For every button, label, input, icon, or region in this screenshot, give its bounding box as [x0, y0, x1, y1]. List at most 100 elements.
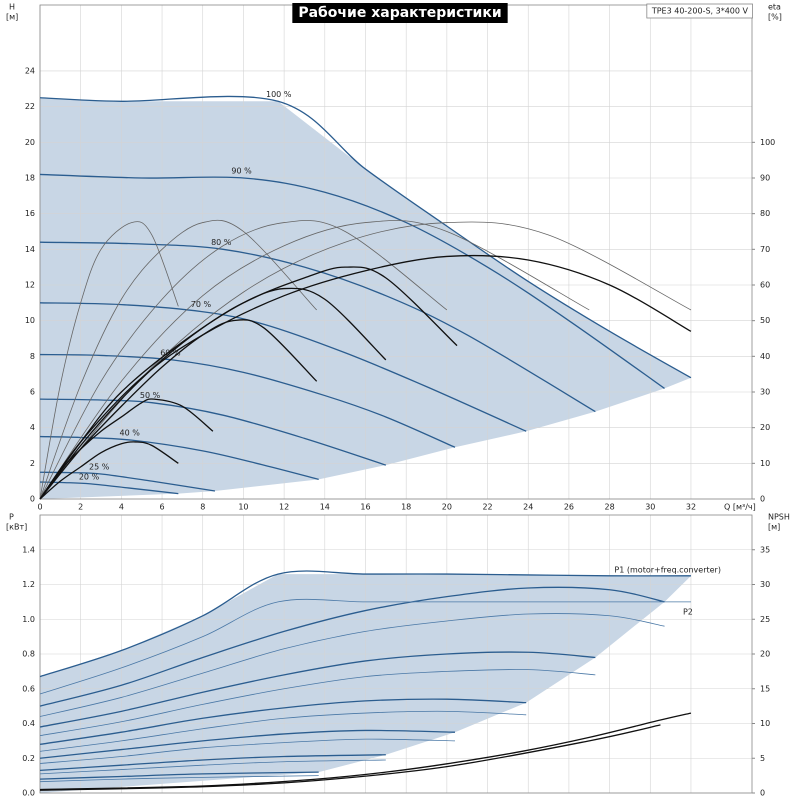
secondary-curve: [39, 724, 661, 791]
y2-tick-label: 25: [760, 615, 770, 624]
secondary-curve: [39, 219, 317, 500]
y-tick-label: 2: [30, 459, 35, 468]
secondary-curve: [39, 266, 458, 500]
curve: [39, 398, 387, 466]
curve: [39, 651, 596, 728]
curve: [39, 95, 692, 379]
y-tick-label: 18: [25, 173, 35, 182]
y-tick-label: 6: [30, 387, 35, 396]
y-tick-label: 0: [30, 495, 35, 504]
y2-tick-label: 35: [760, 545, 770, 554]
x-tick-label: 14: [320, 503, 330, 512]
y2-tick-label: 40: [760, 352, 770, 361]
x-axis-label: Q [м³/ч]: [724, 503, 756, 512]
curve: [39, 435, 319, 481]
curve: [39, 710, 527, 752]
curve: [39, 775, 319, 783]
curve: [39, 173, 665, 389]
x-tick-label: 28: [605, 503, 615, 512]
secondary-curve: [39, 441, 179, 500]
x-tick-label: 22: [482, 503, 492, 512]
y-tick-label: 8: [30, 352, 35, 361]
x-tick-label: 32: [686, 503, 696, 512]
y-tick-label: 0.4: [22, 719, 35, 728]
y-tick-label: 0.6: [22, 684, 35, 693]
y-tick-label: 14: [25, 245, 35, 254]
curve-label: P1 (motor+freq.converter): [614, 565, 721, 574]
y2-tick-label: 80: [760, 209, 770, 218]
plot: 0246810121416182022240102030405060708090…: [6, 3, 782, 512]
curve: [39, 759, 386, 775]
curve: [39, 771, 319, 780]
curve-label: 80 %: [211, 238, 232, 247]
plot: 0.00.20.40.60.81.01.21.405101520253035P[…: [6, 513, 790, 798]
secondary-curve: [39, 712, 692, 791]
curve: [39, 353, 456, 448]
y2-tick-label: 15: [760, 684, 770, 693]
x-tick-label: 12: [279, 503, 289, 512]
model-box: [646, 3, 753, 19]
y2-tick-label: 30: [760, 580, 770, 589]
curve: [39, 241, 596, 413]
x-tick-label: 30: [645, 503, 655, 512]
curve: [39, 669, 596, 737]
curve: [39, 738, 456, 764]
y-tick-label: 1.4: [22, 545, 35, 554]
y-tick-label: 4: [30, 423, 35, 432]
curve: [39, 754, 386, 772]
y-tick-label: 0.2: [22, 754, 35, 763]
x-tick-label: 16: [360, 503, 370, 512]
x-tick-label: 4: [119, 503, 124, 512]
curve: [39, 481, 179, 495]
y-tick-label: 1.2: [22, 580, 35, 589]
y-tick-label: 20: [25, 138, 35, 147]
x-tick-label: 10: [238, 503, 248, 512]
y2-tick-label: 20: [760, 650, 770, 659]
y-axis-label: P: [9, 513, 14, 522]
y-axis-label: H: [9, 3, 15, 12]
y2-axis-unit: [м]: [768, 523, 780, 532]
y-tick-label: 10: [25, 316, 35, 325]
y-axis-unit: [м]: [6, 13, 18, 22]
secondary-curve: [39, 220, 590, 500]
y-tick-label: 22: [25, 102, 35, 111]
y2-tick-label: 5: [760, 754, 765, 763]
y-tick-label: 16: [25, 209, 35, 218]
title-box: [292, 3, 508, 23]
y2-tick-label: 10: [760, 719, 770, 728]
y-tick-label: 0.8: [22, 650, 35, 659]
curve: [39, 302, 527, 432]
curve: [39, 586, 665, 707]
secondary-curve: [39, 220, 448, 500]
y2-tick-label: 90: [760, 173, 770, 182]
y2-axis-unit: [%]: [768, 13, 782, 22]
curve: [39, 729, 456, 759]
y-tick-label: 1.0: [22, 615, 35, 624]
y2-tick-label: 30: [760, 387, 770, 396]
x-tick-label: 8: [200, 503, 205, 512]
secondary-curve: [39, 254, 692, 500]
curve-label: P2: [683, 607, 693, 616]
y2-tick-label: 0: [760, 495, 765, 504]
y2-tick-label: 10: [760, 459, 770, 468]
y2-axis-label: NPSH: [768, 513, 790, 522]
x-tick-label: 0: [37, 503, 42, 512]
x-tick-label: 26: [564, 503, 574, 512]
y-axis-unit: [кВт]: [6, 523, 27, 532]
y2-tick-label: 70: [760, 245, 770, 254]
y-tick-label: 24: [25, 66, 35, 75]
y2-tick-label: 0: [760, 789, 765, 798]
curve: [39, 598, 691, 695]
curve-label: 50 %: [140, 391, 161, 400]
y2-tick-label: 50: [760, 316, 770, 325]
curve: [39, 570, 691, 678]
y-tick-label: 0.0: [22, 789, 35, 798]
curve-label: 20 %: [79, 472, 100, 481]
secondary-curve: [39, 221, 179, 500]
x-tick-label: 2: [78, 503, 83, 512]
secondary-curve: [39, 319, 318, 500]
y-tick-label: 12: [25, 280, 35, 289]
y2-tick-label: 60: [760, 280, 770, 289]
curve: [39, 698, 527, 745]
